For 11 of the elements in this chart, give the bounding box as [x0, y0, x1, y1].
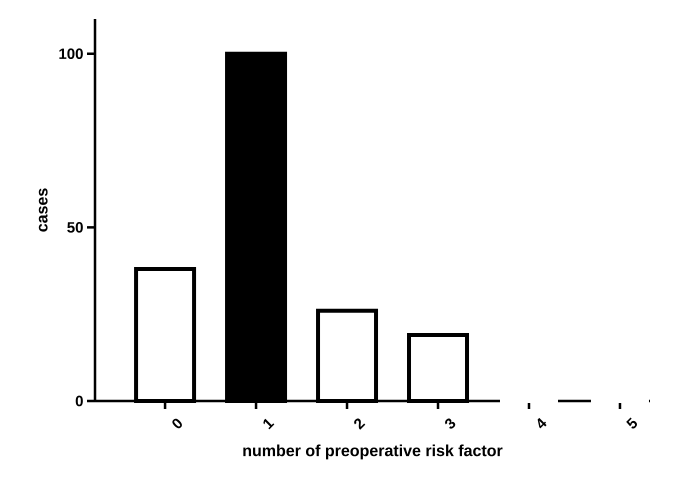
x-tick-label: 4 [538, 418, 547, 428]
y-tick-label: 100 [59, 48, 83, 60]
x-tick-label: 0 [172, 418, 182, 428]
x-tick-label: 1 [263, 418, 274, 430]
y-axis-title: cases [38, 188, 48, 232]
x-tick-label: 5 [626, 418, 637, 429]
y-tick-label: 50 [67, 222, 83, 233]
x-axis-title: number of preoperative risk factor [243, 444, 503, 460]
x-tick-label: 3 [445, 418, 456, 429]
y-tick-label: 0 [76, 396, 83, 406]
x-tick-label: 2 [354, 418, 366, 430]
